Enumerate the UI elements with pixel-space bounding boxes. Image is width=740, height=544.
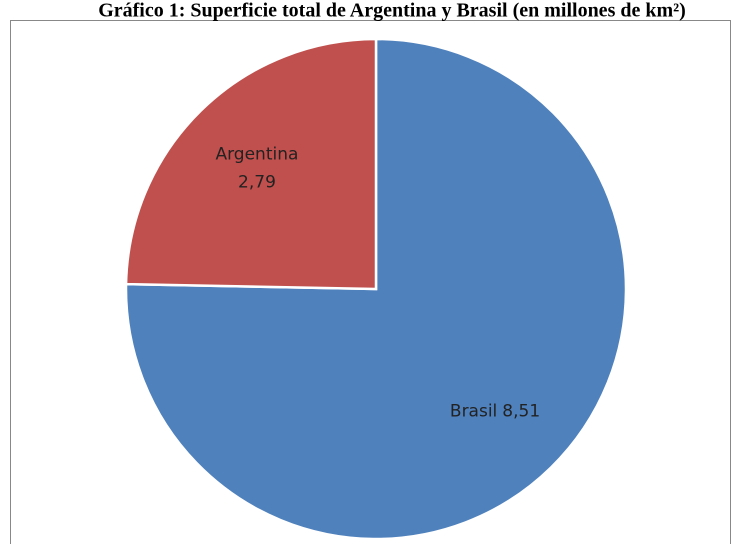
value-label: 8,51 [502,401,540,421]
pie-slice [124,37,378,291]
data-label: Brasil 8,51 [450,401,540,421]
category-name: Brasil [450,401,497,421]
chart-title: Gráfico 1: Superficie total de Argentina… [98,0,686,22]
value-label: 2,79 [238,173,276,193]
category-name: Argentina [215,145,298,165]
data-label: Argentina 2,79 [215,145,298,193]
